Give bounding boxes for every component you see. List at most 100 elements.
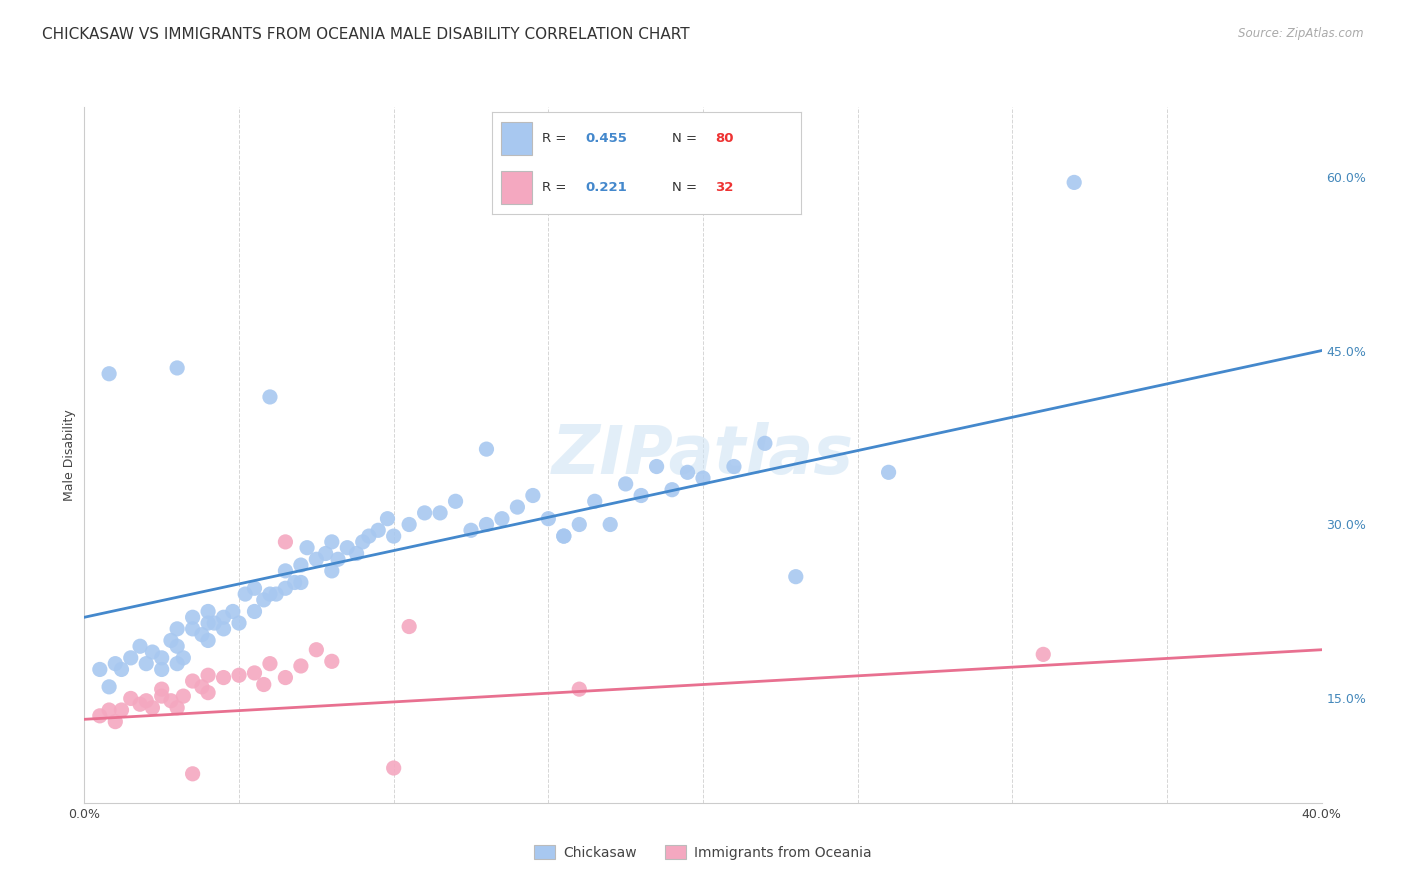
Text: N =: N = (672, 132, 700, 145)
Point (160, 633, 183, 648)
FancyBboxPatch shape (502, 122, 533, 154)
Point (444, 494, 467, 508)
Point (202, 615, 225, 630)
Point (166, 361, 188, 376)
Point (259, 657, 281, 671)
Point (150, 689, 173, 703)
Point (346, 546, 368, 561)
Point (367, 523, 389, 537)
Point (110, 703, 132, 717)
Point (321, 535, 343, 549)
Point (568, 682, 591, 697)
Point (723, 459, 745, 474)
Point (553, 529, 575, 543)
Point (630, 489, 652, 503)
Point (274, 535, 297, 549)
Point (166, 639, 188, 653)
Point (243, 582, 266, 596)
Point (191, 680, 214, 694)
Point (785, 570, 807, 584)
Point (583, 494, 606, 508)
Point (460, 523, 482, 537)
Point (141, 645, 163, 659)
Point (181, 622, 204, 636)
Point (377, 512, 399, 526)
Point (290, 575, 312, 590)
Point (614, 476, 637, 491)
Point (160, 694, 183, 708)
Text: 80: 80 (714, 132, 734, 145)
Text: N =: N = (672, 181, 700, 194)
Point (568, 517, 591, 532)
Point (222, 605, 245, 619)
Point (1032, 648, 1054, 662)
Point (181, 610, 204, 624)
Text: 0.221: 0.221 (585, 181, 627, 194)
Point (98, 680, 121, 694)
Point (233, 587, 256, 601)
Point (274, 582, 297, 596)
Point (120, 651, 142, 665)
Point (1063, 176, 1085, 190)
Point (150, 651, 173, 665)
Point (141, 700, 163, 714)
Point (274, 564, 297, 578)
Point (692, 471, 714, 485)
Point (661, 483, 683, 497)
Point (253, 592, 276, 607)
Point (181, 674, 204, 689)
Point (166, 657, 188, 671)
Point (197, 633, 219, 648)
Point (212, 671, 235, 685)
Point (228, 668, 250, 682)
Point (129, 698, 152, 712)
Point (506, 500, 529, 514)
Point (172, 651, 194, 665)
Point (243, 605, 266, 619)
Point (259, 390, 281, 404)
Point (98, 703, 121, 717)
Point (382, 529, 405, 543)
Point (150, 662, 173, 677)
Point (243, 665, 266, 680)
Point (429, 506, 451, 520)
Point (599, 517, 621, 532)
Point (321, 654, 343, 668)
Point (264, 587, 287, 601)
Point (475, 517, 498, 532)
Text: 32: 32 (714, 181, 733, 194)
Point (295, 541, 318, 555)
Point (491, 512, 513, 526)
Text: R =: R = (541, 132, 571, 145)
Point (326, 552, 349, 566)
Point (274, 671, 297, 685)
Point (135, 694, 157, 708)
Text: CHICKASAW VS IMMIGRANTS FROM OCEANIA MALE DISABILITY CORRELATION CHART: CHICKASAW VS IMMIGRANTS FROM OCEANIA MAL… (42, 27, 690, 42)
Point (197, 686, 219, 700)
Point (290, 558, 312, 573)
Point (166, 700, 188, 714)
Point (398, 517, 420, 532)
Point (104, 657, 127, 671)
Point (197, 615, 219, 630)
Point (877, 466, 900, 480)
Point (315, 546, 337, 561)
Point (228, 615, 250, 630)
Point (166, 622, 188, 636)
Point (321, 564, 343, 578)
FancyBboxPatch shape (502, 171, 533, 204)
Point (191, 628, 214, 642)
Text: ZIPatlas: ZIPatlas (553, 422, 853, 488)
Point (259, 587, 281, 601)
Point (197, 668, 219, 682)
Point (357, 529, 380, 543)
Point (382, 761, 405, 775)
Point (553, 529, 575, 543)
Point (129, 639, 152, 653)
Point (754, 436, 776, 450)
Point (98, 367, 121, 381)
Point (522, 489, 544, 503)
Text: 0.455: 0.455 (585, 132, 627, 145)
Point (398, 619, 420, 633)
Legend: Chickasaw, Immigrants from Oceania: Chickasaw, Immigrants from Oceania (529, 839, 877, 865)
